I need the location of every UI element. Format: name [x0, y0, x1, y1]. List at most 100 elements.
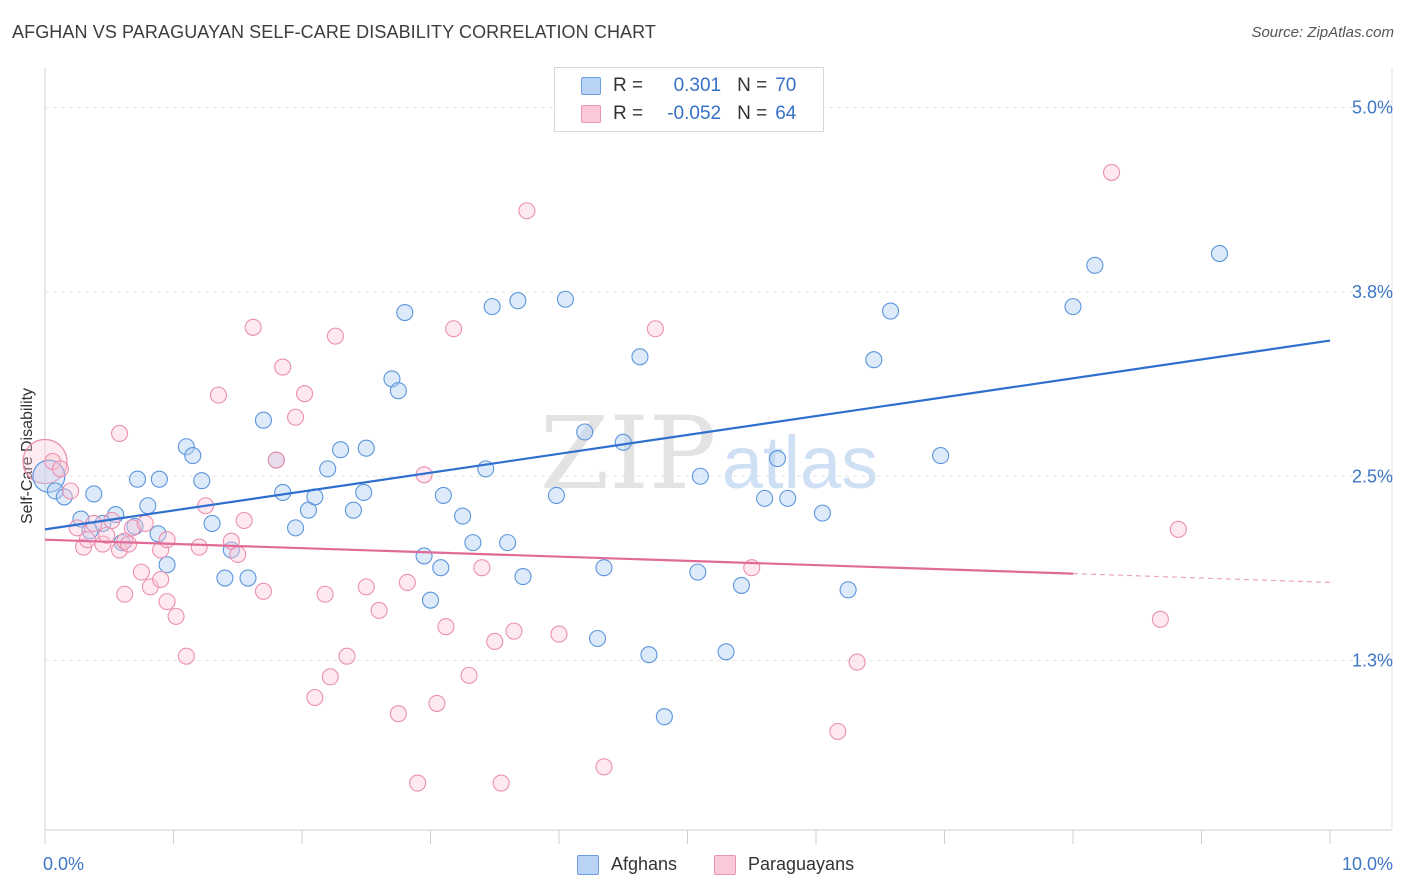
series-legend: Afghans Paraguayans: [0, 850, 1406, 880]
paraguayans-point: [119, 535, 138, 553]
afghans-point: [514, 567, 532, 586]
afghans-point: [55, 488, 73, 506]
afghans-point: [454, 507, 472, 525]
afghans-point: [216, 569, 234, 587]
afghans-point: [483, 298, 501, 316]
afghans-point: [932, 447, 950, 465]
paraguayans-point: [158, 531, 176, 549]
paraguayans-legend-swatch: [714, 854, 736, 875]
afghans-point: [655, 708, 673, 726]
afghans-point: [421, 591, 440, 609]
afghans-point: [779, 489, 797, 507]
afghans-point: [319, 460, 337, 478]
afghans-legend-swatch: [577, 854, 599, 875]
y-tick-label: 1.3%: [1352, 651, 1393, 671]
afghans-point: [46, 482, 64, 500]
afghans-point: [509, 292, 527, 310]
afghans-point: [287, 519, 305, 537]
watermark-atlas: atlas: [722, 421, 878, 504]
paraguayans-point: [306, 688, 324, 707]
paraguayans-point: [550, 625, 568, 643]
afghans-point: [588, 629, 607, 648]
paraguayans-point: [409, 774, 427, 792]
paraguayans-point: [123, 519, 141, 537]
afghans-point: [689, 563, 707, 581]
afghans-point: [126, 517, 144, 535]
afghans-swatch: [581, 77, 601, 95]
paraguayans-point: [167, 607, 185, 625]
chart-title: AFGHAN VS PARAGUAYAN SELF-CARE DISABILIT…: [12, 22, 657, 42]
paraguayans-point: [357, 578, 375, 596]
afghans-point: [432, 559, 450, 577]
paraguayans-point: [190, 538, 208, 556]
afghans-point: [640, 646, 658, 664]
afghans-point: [881, 302, 900, 320]
paraguayans-point: [152, 541, 170, 559]
paraguayans-point: [505, 622, 523, 640]
paraguayans-point: [62, 482, 80, 500]
watermark-zip: ZIP: [540, 395, 716, 512]
n-label: N =: [737, 75, 768, 96]
paraguayans-point: [94, 535, 112, 553]
paraguayans-point: [370, 601, 388, 620]
paraguayans-point: [445, 320, 463, 338]
paraguayans-point: [595, 758, 613, 776]
legend-label-paraguayans: Paraguayans: [748, 854, 855, 874]
afghans-point: [434, 486, 452, 504]
afghans-trend-line: [44, 339, 1331, 531]
afghans-point: [239, 569, 257, 587]
paraguayans-point: [486, 632, 504, 651]
afghans-point: [717, 643, 735, 661]
paraguayans-point: [492, 774, 510, 792]
afghans-point: [331, 441, 350, 459]
legend-item-afghans: Afghans: [577, 854, 677, 875]
x-tick-label: 10.0%: [1342, 854, 1393, 874]
legend-row-afghans: R = 0.301 N = 70: [581, 73, 796, 99]
paraguayans-point: [110, 424, 129, 443]
paraguayans-point: [116, 585, 134, 603]
paraguayans-point: [437, 618, 455, 636]
afghans-point: [149, 525, 167, 543]
legend-item-paraguayans: Paraguayans: [714, 854, 854, 875]
afghans-point: [547, 486, 565, 504]
afghans-point: [691, 467, 709, 485]
paraguayans-point: [296, 385, 314, 403]
paraguayans-point: [389, 705, 407, 723]
afghans-point: [614, 433, 632, 451]
afghans-point: [415, 547, 433, 565]
paraguayans-point: [848, 653, 866, 671]
afghans-point: [595, 559, 613, 577]
paraguayans-point: [274, 358, 292, 376]
paraguayans-point: [78, 531, 96, 549]
afghans-point: [631, 348, 649, 366]
paraguayans-point: [829, 722, 847, 740]
paraguayans-trend-extension: [1072, 573, 1331, 584]
afghans-point: [158, 556, 176, 574]
x-tick-label: 0.0%: [43, 854, 84, 874]
paraguayans-point: [460, 666, 478, 684]
afghans-point: [839, 581, 857, 599]
paraguayans-point: [1151, 610, 1169, 628]
afghans-point: [396, 303, 414, 322]
afghans-point: [150, 470, 168, 488]
afghans-point: [85, 485, 103, 503]
paraguayans-point: [518, 202, 536, 220]
afghans-point: [177, 438, 195, 456]
afghans-point: [499, 534, 517, 552]
afghans-point: [344, 501, 362, 519]
r-value: -0.052: [667, 103, 722, 124]
paraguayans-trend-line: [44, 538, 1074, 575]
r-label: R =: [613, 75, 644, 96]
afghans-point: [756, 489, 774, 507]
afghans-point: [865, 351, 883, 369]
legend-label-afghans: Afghans: [611, 854, 678, 874]
source-label: Source: ZipAtlas.com: [1251, 24, 1394, 41]
n-label: N =: [737, 103, 768, 124]
afghans-point: [355, 483, 373, 502]
paraguayans-point: [1103, 163, 1121, 181]
paraguayans-point: [152, 570, 170, 589]
afghans-point: [1086, 256, 1104, 274]
afghans-point: [389, 382, 407, 400]
y-tick-label: 2.5%: [1352, 466, 1393, 486]
